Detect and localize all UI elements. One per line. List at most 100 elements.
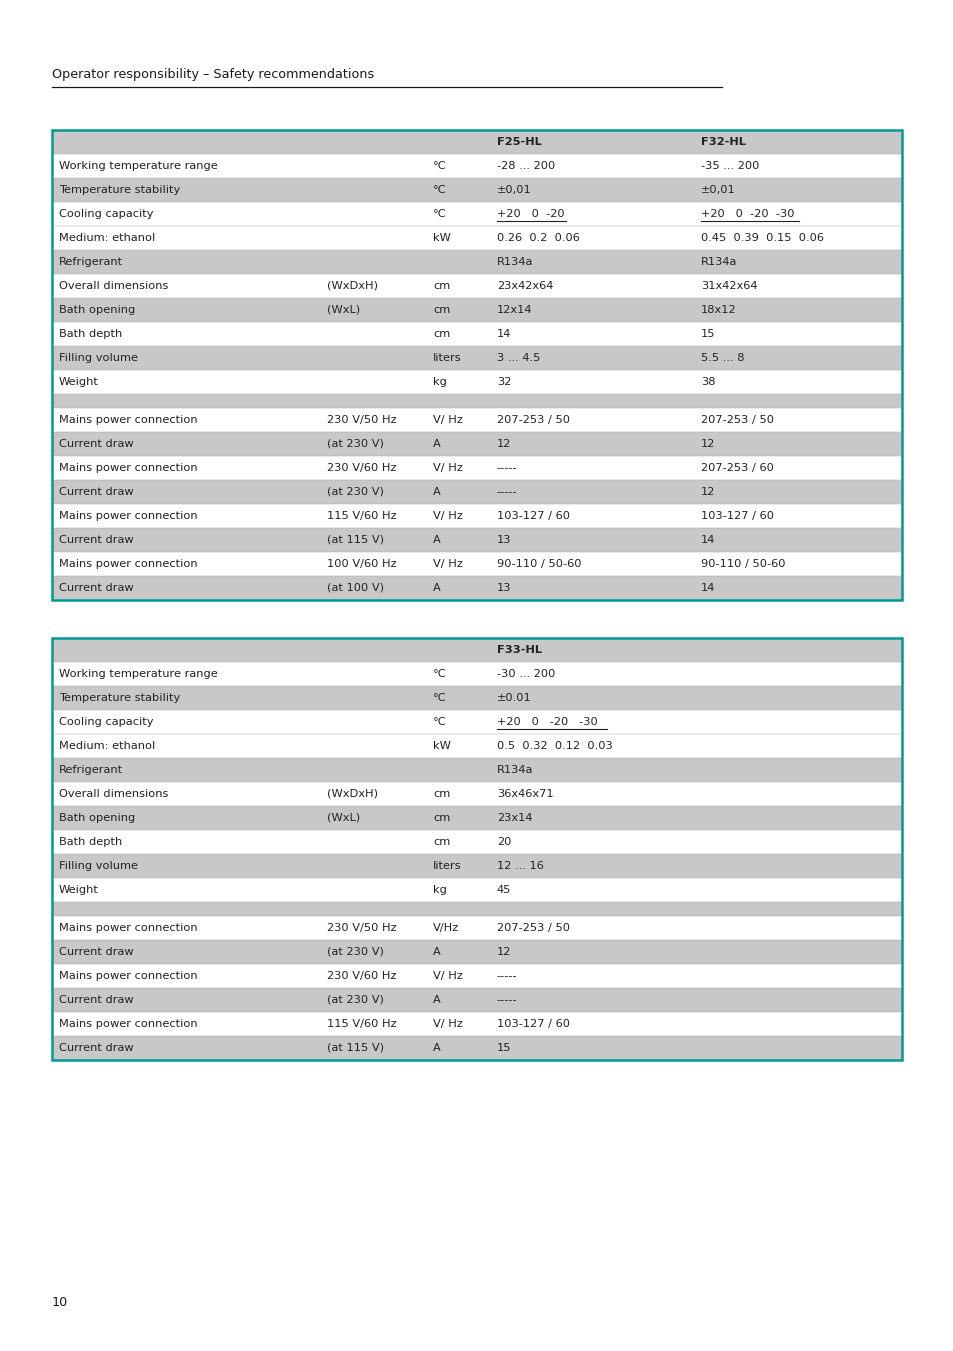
- Bar: [52, 408, 901, 432]
- Text: +20   0  -20: +20 0 -20: [497, 209, 564, 219]
- Text: 103-127 / 60: 103-127 / 60: [497, 511, 569, 521]
- Text: A: A: [433, 947, 440, 957]
- Bar: [52, 504, 901, 528]
- Text: -35 ... 200: -35 ... 200: [700, 161, 759, 172]
- Text: -----: -----: [497, 463, 517, 473]
- Bar: [52, 299, 901, 322]
- Bar: [52, 370, 901, 394]
- Text: 3 ... 4.5: 3 ... 4.5: [497, 353, 539, 363]
- Text: 207-253 / 50: 207-253 / 50: [497, 923, 569, 934]
- Text: Weight: Weight: [59, 377, 99, 386]
- Bar: [52, 711, 901, 734]
- Bar: [52, 203, 901, 226]
- Text: Weight: Weight: [59, 885, 99, 894]
- Text: °C: °C: [433, 161, 446, 172]
- Text: -28 ... 200: -28 ... 200: [497, 161, 555, 172]
- Text: 100 V/60 Hz: 100 V/60 Hz: [327, 559, 395, 569]
- Text: 20: 20: [497, 838, 511, 847]
- Bar: [52, 130, 901, 154]
- Bar: [52, 686, 901, 711]
- Text: 90-110 / 50-60: 90-110 / 50-60: [700, 559, 784, 569]
- Text: 230 V/60 Hz: 230 V/60 Hz: [327, 463, 395, 473]
- Text: 5.5 ... 8: 5.5 ... 8: [700, 353, 743, 363]
- Text: 38: 38: [700, 377, 715, 386]
- Text: 23x42x64: 23x42x64: [497, 281, 553, 290]
- Text: Operator responsibility – Safety recommendations: Operator responsibility – Safety recomme…: [52, 68, 374, 81]
- Text: Mains power connection: Mains power connection: [59, 559, 197, 569]
- Text: Mains power connection: Mains power connection: [59, 415, 197, 426]
- Text: 14: 14: [700, 584, 715, 593]
- Text: 115 V/60 Hz: 115 V/60 Hz: [327, 1019, 395, 1029]
- Bar: [52, 457, 901, 480]
- Bar: [52, 1012, 901, 1036]
- Text: (at 230 V): (at 230 V): [327, 439, 383, 449]
- Text: (WxL): (WxL): [327, 305, 359, 315]
- Text: ±0,01: ±0,01: [700, 185, 735, 195]
- Text: Current draw: Current draw: [59, 994, 133, 1005]
- Bar: [52, 830, 901, 854]
- Text: F25-HL: F25-HL: [497, 136, 541, 147]
- Bar: [52, 130, 901, 600]
- Text: °C: °C: [433, 209, 446, 219]
- Text: (WxDxH): (WxDxH): [327, 281, 377, 290]
- Text: 45: 45: [497, 885, 511, 894]
- Text: 230 V/60 Hz: 230 V/60 Hz: [327, 971, 395, 981]
- Text: Refrigerant: Refrigerant: [59, 257, 123, 267]
- Text: A: A: [433, 1043, 440, 1052]
- Text: 13: 13: [497, 535, 511, 544]
- Text: 115 V/60 Hz: 115 V/60 Hz: [327, 511, 395, 521]
- Text: F33-HL: F33-HL: [497, 644, 541, 655]
- Bar: [52, 178, 901, 203]
- Bar: [52, 576, 901, 600]
- Text: (at 115 V): (at 115 V): [327, 535, 383, 544]
- Text: Bath depth: Bath depth: [59, 838, 122, 847]
- Text: V/ Hz: V/ Hz: [433, 971, 462, 981]
- Text: (WxDxH): (WxDxH): [327, 789, 377, 798]
- Text: Current draw: Current draw: [59, 584, 133, 593]
- Text: A: A: [433, 584, 440, 593]
- Text: °C: °C: [433, 693, 446, 703]
- Text: °C: °C: [433, 717, 446, 727]
- Bar: [52, 346, 901, 370]
- Text: V/ Hz: V/ Hz: [433, 511, 462, 521]
- Bar: [52, 734, 901, 758]
- Bar: [52, 322, 901, 346]
- Text: cm: cm: [433, 813, 450, 823]
- Text: -----: -----: [497, 994, 517, 1005]
- Text: R134a: R134a: [497, 257, 533, 267]
- Text: A: A: [433, 439, 440, 449]
- Text: Current draw: Current draw: [59, 535, 133, 544]
- Text: kg: kg: [433, 377, 446, 386]
- Text: Temperature stability: Temperature stability: [59, 693, 180, 703]
- Text: R134a: R134a: [700, 257, 737, 267]
- Bar: [52, 940, 901, 965]
- Text: (at 230 V): (at 230 V): [327, 486, 383, 497]
- Text: V/ Hz: V/ Hz: [433, 559, 462, 569]
- Text: kg: kg: [433, 885, 446, 894]
- Text: Mains power connection: Mains power connection: [59, 511, 197, 521]
- Text: Temperature stability: Temperature stability: [59, 185, 180, 195]
- Bar: [52, 854, 901, 878]
- Bar: [52, 250, 901, 274]
- Text: Bath depth: Bath depth: [59, 330, 122, 339]
- Bar: [52, 758, 901, 782]
- Text: Overall dimensions: Overall dimensions: [59, 789, 168, 798]
- Text: °C: °C: [433, 185, 446, 195]
- Text: V/ Hz: V/ Hz: [433, 415, 462, 426]
- Text: A: A: [433, 535, 440, 544]
- Text: F32-HL: F32-HL: [700, 136, 745, 147]
- Bar: [52, 1036, 901, 1061]
- Text: Mains power connection: Mains power connection: [59, 463, 197, 473]
- Text: Mains power connection: Mains power connection: [59, 1019, 197, 1029]
- Text: 14: 14: [700, 535, 715, 544]
- Text: (WxL): (WxL): [327, 813, 359, 823]
- Text: kW: kW: [433, 232, 451, 243]
- Text: Cooling capacity: Cooling capacity: [59, 209, 153, 219]
- Bar: [52, 782, 901, 807]
- Text: 32: 32: [497, 377, 511, 386]
- Text: Refrigerant: Refrigerant: [59, 765, 123, 775]
- Bar: [52, 807, 901, 830]
- Text: Filling volume: Filling volume: [59, 353, 138, 363]
- Bar: [52, 662, 901, 686]
- Bar: [52, 394, 901, 408]
